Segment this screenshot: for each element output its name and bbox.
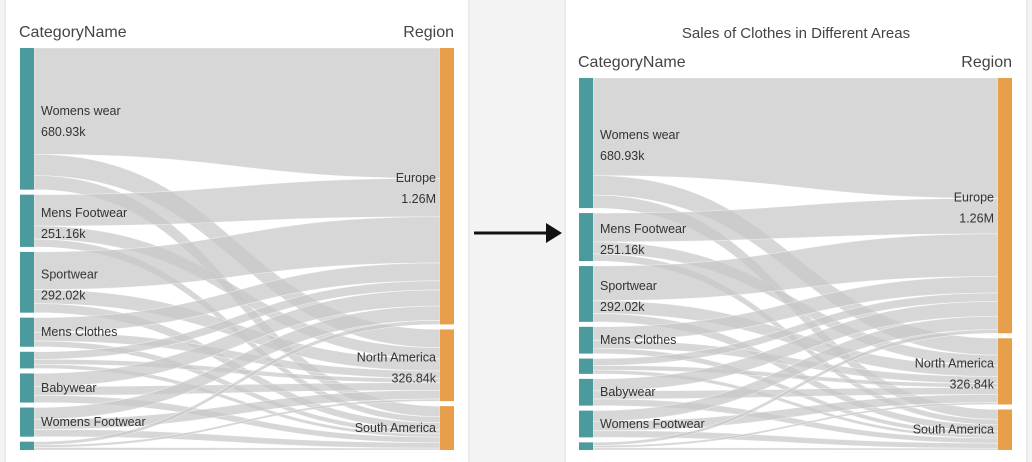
sankey-link-unlabeled-7-to-north-america <box>33 398 441 448</box>
source-node-womens-wear <box>579 78 593 209</box>
source-label-mens-clothes: Mens Clothes <box>41 325 117 339</box>
target-column-header: Region <box>961 54 1012 71</box>
source-node-womens-footwear <box>579 410 593 438</box>
target-node-south-america <box>998 409 1012 450</box>
target-label-north-america: North America <box>357 350 436 364</box>
source-node-unlabeled-4 <box>579 358 593 374</box>
target-node-north-america <box>440 329 454 402</box>
source-label-womens-wear: Womens wear <box>41 104 121 118</box>
source-label-mens-footwear: Mens Footwear <box>41 206 127 220</box>
source-node-mens-clothes <box>579 326 593 354</box>
target-value-north-america: 326.84k <box>392 371 437 385</box>
source-node-sportwear <box>20 251 34 313</box>
source-node-womens-footwear <box>20 407 34 437</box>
source-node-sportwear <box>579 266 593 322</box>
target-node-europe <box>440 48 454 325</box>
target-value-europe: 1.26M <box>959 212 994 226</box>
source-label-babywear: Babywear <box>41 381 97 395</box>
sankey-link-unlabeled-7-to-south-america <box>592 447 999 451</box>
sankey-link-unlabeled-7-to-north-america <box>592 402 999 449</box>
source-node-unlabeled-4 <box>20 351 34 369</box>
sankey-chart-before: CategoryName Region Womens wear 680.93k Mens… <box>19 24 454 451</box>
source-label-mens-footwear: Mens Footwear <box>600 222 686 236</box>
source-column-header: CategoryName <box>19 24 127 41</box>
sankey-links <box>33 47 441 451</box>
chart-title: Sales of Clothes in Different Areas <box>682 25 910 42</box>
source-node-babywear <box>579 378 593 406</box>
target-label-europe: Europe <box>954 191 994 205</box>
source-label-sportwear: Sportwear <box>41 267 98 281</box>
target-label-europe: Europe <box>396 171 436 185</box>
target-value-north-america: 326.84k <box>950 377 995 391</box>
source-value-mens-footwear: 251.16k <box>600 243 645 257</box>
target-label-south-america: South America <box>913 423 994 437</box>
source-node-womens-wear <box>20 48 34 190</box>
source-label-womens-wear: Womens wear <box>600 128 680 142</box>
target-column-header: Region <box>403 24 454 41</box>
source-value-sportwear: 292.02k <box>41 288 86 302</box>
source-node-mens-footwear <box>579 213 593 262</box>
source-value-mens-footwear: 251.16k <box>41 227 86 241</box>
source-node-unlabeled-7 <box>20 441 34 450</box>
target-node-north-america <box>998 338 1012 405</box>
source-node-mens-footwear <box>20 194 34 247</box>
source-label-womens-footwear: Womens Footwear <box>600 417 705 431</box>
sankey-link-unlabeled-7-to-europe <box>33 320 441 446</box>
source-label-womens-footwear: Womens Footwear <box>41 415 146 429</box>
source-node-unlabeled-7 <box>579 442 593 450</box>
target-node-south-america <box>440 406 454 450</box>
source-label-babywear: Babywear <box>600 385 656 399</box>
target-value-europe: 1.26M <box>401 192 436 206</box>
source-value-sportwear: 292.02k <box>600 300 645 314</box>
source-value-womens-wear: 680.93k <box>600 149 645 163</box>
source-node-babywear <box>20 373 34 403</box>
target-label-south-america: South America <box>355 421 436 435</box>
source-label-mens-clothes: Mens Clothes <box>600 333 676 347</box>
target-node-europe <box>998 78 1012 334</box>
sankey-chart-after: Sales of Clothes in Different Areas Categ… <box>578 25 1012 451</box>
sankey-panel-before: CategoryName Region Womens wear 680.93k Mens… <box>6 0 468 462</box>
source-label-sportwear: Sportwear <box>600 279 657 293</box>
target-label-north-america: North America <box>915 356 994 370</box>
source-value-womens-wear: 680.93k <box>41 125 86 139</box>
source-column-header: CategoryName <box>578 54 686 71</box>
sankey-panel-after: Sales of Clothes in Different Areas Categ… <box>566 0 1026 462</box>
source-node-mens-clothes <box>20 317 34 347</box>
